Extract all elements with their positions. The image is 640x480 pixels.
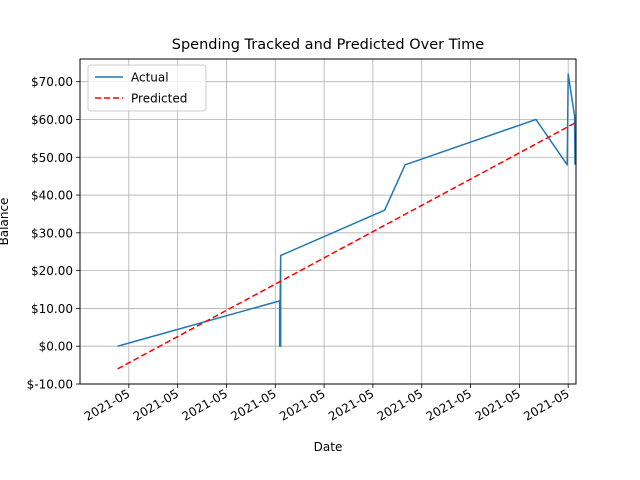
x-axis-label: Date <box>314 440 343 454</box>
y-axis-label: Balance <box>0 198 11 246</box>
y-tick-label: $30.00 <box>31 226 73 240</box>
legend-label-predicted: Predicted <box>131 92 187 106</box>
legend: Actual Predicted <box>87 64 207 112</box>
y-tick-label: $10.00 <box>31 302 73 316</box>
y-tick-label: $60.00 <box>31 113 73 127</box>
y-tick-label: $0.00 <box>39 340 73 354</box>
series-layer <box>117 73 576 370</box>
y-tick-label: $70.00 <box>31 75 73 89</box>
y-tick-label: $40.00 <box>31 189 73 203</box>
y-tick-label: $-10.00 <box>27 378 73 392</box>
y-tick-label: $50.00 <box>31 151 73 165</box>
axes-frame <box>79 58 577 385</box>
y-tick-label: $20.00 <box>31 264 73 278</box>
y-axis: $-10.00 $0.00 $10.00 $20.00 $30.00 $40.00 $50.… <box>27 75 80 392</box>
series-line-predicted <box>117 122 575 370</box>
chart-title: Spending Tracked and Predicted Over Time <box>172 37 485 53</box>
series-line-actual <box>117 73 576 347</box>
legend-label-actual: Actual <box>131 71 169 85</box>
